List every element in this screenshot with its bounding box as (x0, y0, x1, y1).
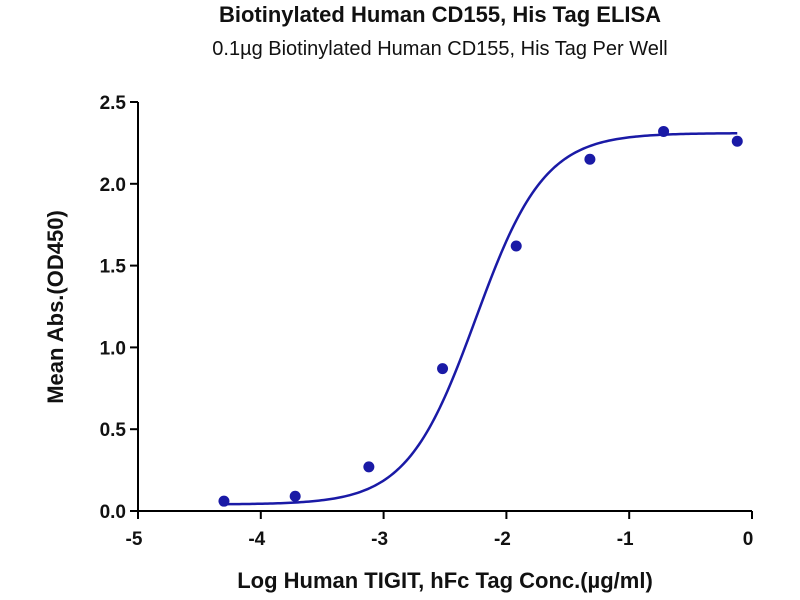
data-point (731, 135, 743, 147)
x-tick-label: -3 (371, 529, 388, 550)
data-point (289, 490, 301, 502)
y-tick-label: 1.5 (100, 257, 127, 278)
x-tick-label: -4 (248, 529, 265, 550)
data-point (658, 125, 670, 137)
chart-subtitle: 0.1µg Biotinylated Human CD155, His Tag … (212, 38, 668, 60)
x-axis-title: Log Human TIGIT, hFc Tag Conc.(µg/ml) (237, 568, 653, 593)
data-point (510, 240, 522, 252)
fit-curve (223, 132, 738, 506)
chart-title: Biotinylated Human CD155, His Tag ELISA (218, 2, 662, 27)
x-tick-label: -1 (617, 529, 634, 550)
y-tick-label: 2.0 (100, 175, 126, 196)
data-point (584, 153, 596, 165)
x-tick-label: 0 (743, 529, 754, 550)
x-tick-label: -2 (494, 529, 511, 550)
x-tick-label: -5 (126, 529, 143, 550)
y-axis-title: Mean Abs.(OD450) (43, 210, 68, 404)
ticks: -5 -4 -3 -2 -1 0 0.0 0.5 1.0 1.5 2.0 2.5 (100, 93, 754, 550)
data-point (363, 461, 375, 473)
y-tick-label: 2.5 (100, 93, 127, 114)
y-tick-label: 0.0 (100, 502, 126, 523)
axes (137, 102, 752, 512)
data-points (218, 125, 743, 507)
y-tick-label: 0.5 (100, 420, 127, 441)
data-point (437, 363, 449, 375)
y-tick-label: 1.0 (100, 338, 126, 359)
data-point (218, 495, 230, 507)
